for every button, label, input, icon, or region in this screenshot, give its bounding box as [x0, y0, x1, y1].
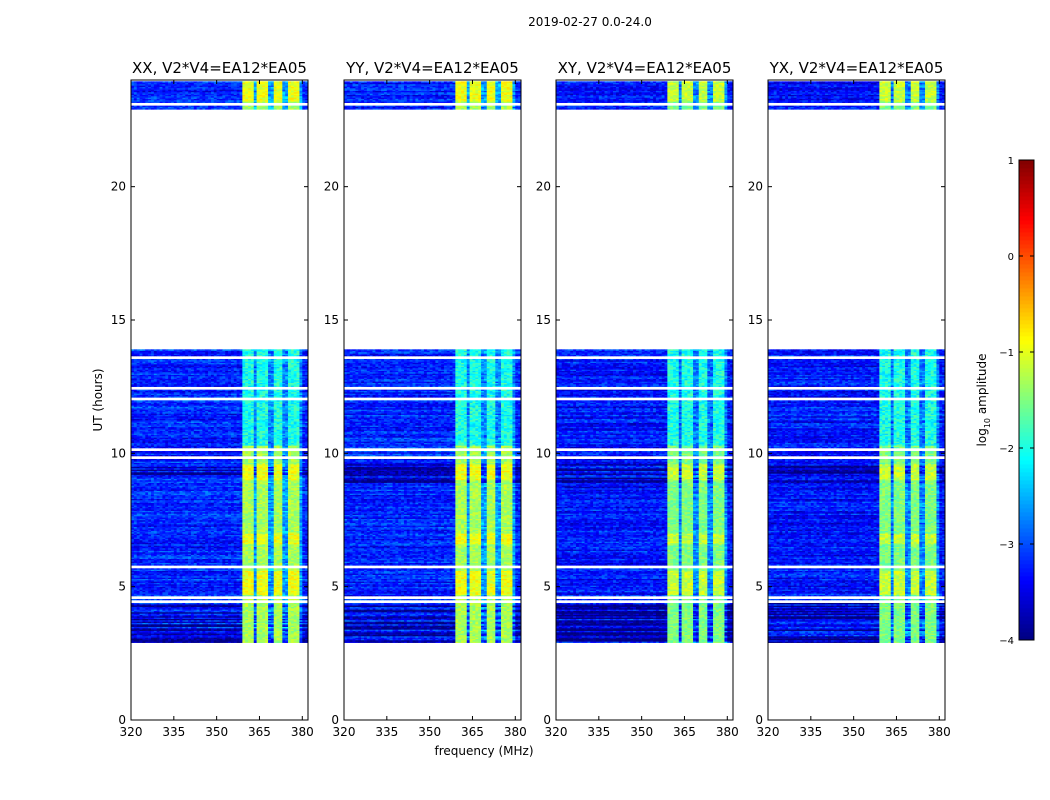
x-tick-label: 320: [545, 725, 568, 739]
colorbar-tick-label: 0: [1008, 252, 1014, 263]
panel-yy: YY, V2*V4=EA12*EA05 320 335 350 365 380 0 5 10 15…: [324, 59, 527, 739]
x-tick-label: 320: [757, 725, 780, 739]
x-tick-label: 350: [630, 725, 653, 739]
panel-xy: XY, V2*V4=EA12*EA05 320 335 350 365 380 0 5 10 15…: [536, 59, 739, 739]
plot-frame: [555, 79, 734, 721]
y-tick-label: 20: [748, 180, 763, 194]
x-tick-label: 350: [842, 725, 865, 739]
colorbar-frame: [1018, 159, 1035, 641]
x-tick-label: 350: [205, 725, 228, 739]
plot-frame: [130, 79, 309, 721]
x-tick-label: 365: [248, 725, 271, 739]
x-tick-label: 380: [291, 725, 314, 739]
heatmap-xy: [556, 81, 733, 643]
colorbar-tick-label: −1: [999, 348, 1014, 359]
heatmap-yx: [768, 81, 945, 643]
x-tick-label: 335: [162, 725, 185, 739]
x-tick-label: 320: [333, 725, 356, 739]
y-axis-label: UT (hours): [91, 368, 105, 431]
y-tick-label: 0: [118, 713, 126, 727]
colorbar-tick-label: −3: [999, 540, 1014, 551]
x-tick-label: 380: [716, 725, 739, 739]
x-tick-label: 320: [120, 725, 143, 739]
colorbar: 1 0 −1 −2 −3 −4: [999, 156, 1035, 647]
x-tick-label: 365: [885, 725, 908, 739]
x-tick-label: 335: [799, 725, 822, 739]
y-tick-label: 0: [331, 713, 339, 727]
colorbar-tick-label: 1: [1008, 156, 1014, 167]
colorbar-tick-label: −2: [999, 444, 1014, 455]
panel-yx: YX, V2*V4=EA12*EA05 320 335 350 365 380 0 5 10 15…: [748, 59, 951, 739]
y-tick-label: 15: [324, 313, 339, 327]
y-tick-label: 5: [543, 580, 551, 594]
x-tick-label: 380: [504, 725, 527, 739]
y-tick-label: 10: [111, 446, 126, 460]
x-tick-label: 335: [587, 725, 610, 739]
panel-title: XX, V2*V4=EA12*EA05: [132, 59, 307, 77]
panel-xx: XX, V2*V4=EA12*EA05 320 335 350 365 380 0 5 10 15…: [111, 59, 314, 739]
x-axis-label: frequency (MHz): [434, 744, 533, 758]
plot-frame: [343, 79, 522, 721]
y-tick-label: 10: [324, 446, 339, 460]
y-tick-label: 0: [755, 713, 763, 727]
x-tick-label: 335: [375, 725, 398, 739]
panel-title: XY, V2*V4=EA12*EA05: [558, 59, 732, 77]
x-tick-label: 350: [418, 725, 441, 739]
y-tick-label: 5: [118, 580, 126, 594]
y-tick-label: 5: [755, 580, 763, 594]
y-tick-label: 20: [111, 180, 126, 194]
panel-title: YX, V2*V4=EA12*EA05: [769, 59, 944, 77]
y-tick-label: 10: [536, 446, 551, 460]
y-tick-label: 20: [536, 180, 551, 194]
colorbar-tick-label: −4: [999, 636, 1014, 647]
y-tick-label: 5: [331, 580, 339, 594]
heatmap-yy: [344, 81, 521, 643]
colorbar-label-rest: amplitude: [975, 354, 989, 418]
heatmap-xx: [131, 81, 308, 643]
y-tick-label: 20: [324, 180, 339, 194]
y-tick-label: 15: [536, 313, 551, 327]
y-tick-label: 0: [543, 713, 551, 727]
x-tick-label: 365: [673, 725, 696, 739]
x-tick-label: 380: [928, 725, 951, 739]
panel-title: YY, V2*V4=EA12*EA05: [345, 59, 519, 77]
y-tick-label: 15: [111, 313, 126, 327]
figure-suptitle: 2019-02-27 0.0-24.0: [528, 15, 652, 29]
colorbar-label: log10 amplitude: [975, 354, 992, 447]
y-tick-label: 15: [748, 313, 763, 327]
y-tick-label: 10: [748, 446, 763, 460]
x-tick-label: 365: [461, 725, 484, 739]
plot-frame: [767, 79, 946, 721]
colorbar-gradient: [1019, 160, 1034, 641]
colorbar-label-log: log: [975, 428, 989, 446]
panels-group: XX, V2*V4=EA12*EA05 320 335 350 365 380 0 5 10 15…: [111, 59, 951, 739]
colorbar-label-sub: 10: [983, 418, 992, 428]
